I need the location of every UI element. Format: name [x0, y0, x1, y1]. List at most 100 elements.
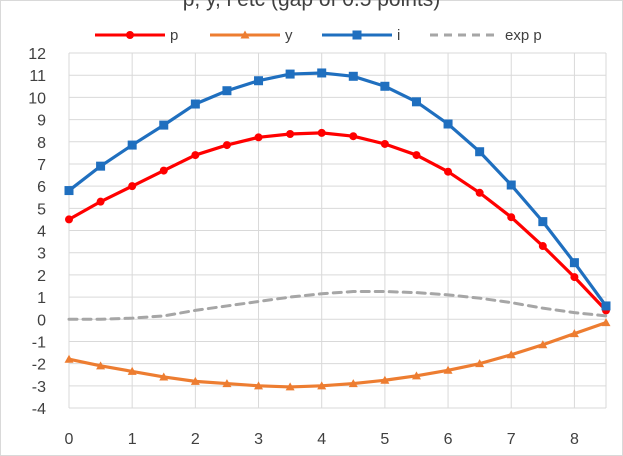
- legend-marker: [126, 31, 134, 39]
- data-point: [475, 147, 485, 157]
- data-point: [412, 151, 421, 160]
- data-point: [506, 180, 516, 190]
- data-point: [538, 242, 547, 251]
- data-point: [96, 197, 105, 206]
- data-point: [65, 215, 73, 224]
- y-tick-label: 11: [29, 68, 46, 85]
- data-point: [96, 361, 106, 370]
- data-point: [254, 381, 264, 390]
- x-tick-label: 4: [317, 431, 326, 448]
- y-tick-label: -1: [32, 334, 46, 351]
- data-point: [348, 379, 358, 388]
- x-axis-tick-labels: 0 1 2 3 4 5 6 7 8: [65, 431, 579, 448]
- data-point: [443, 365, 453, 374]
- data-point: [222, 379, 232, 388]
- series-group: [64, 68, 611, 391]
- data-point: [348, 71, 358, 81]
- legend-label: y: [285, 27, 293, 44]
- legend-item: p: [95, 27, 178, 44]
- data-point: [286, 129, 295, 138]
- data-point: [507, 213, 516, 222]
- data-point: [380, 375, 390, 384]
- legend-item: exp p: [430, 27, 542, 44]
- data-point: [159, 166, 168, 175]
- data-point: [285, 382, 295, 391]
- series-i: [64, 68, 611, 311]
- series-line: [67, 131, 608, 312]
- series-line: [67, 320, 608, 389]
- data-point: [601, 301, 611, 311]
- data-point: [444, 167, 453, 176]
- data-point: [538, 340, 548, 349]
- data-point: [159, 120, 169, 130]
- legend: p y i exp p: [95, 27, 542, 44]
- data-point: [254, 76, 264, 86]
- x-tick-label: 7: [507, 431, 516, 448]
- y-tick-label: -3: [32, 379, 46, 396]
- data-point: [569, 258, 579, 268]
- series-y: [64, 318, 611, 391]
- y-tick-label: 4: [37, 224, 46, 241]
- data-point: [190, 376, 200, 385]
- data-point: [317, 128, 326, 137]
- data-point: [127, 140, 137, 150]
- y-tick-label: 2: [37, 268, 46, 285]
- data-point: [222, 141, 231, 150]
- chart-title: p, y, i etc (gap of 0.5 points): [0, 0, 623, 12]
- data-point: [191, 151, 200, 160]
- y-tick-label: -4: [32, 401, 46, 418]
- data-point: [317, 381, 327, 390]
- data-point: [128, 182, 137, 191]
- data-point: [506, 350, 516, 359]
- y-tick-label: 9: [37, 113, 46, 130]
- legend-label: i: [397, 27, 400, 44]
- data-point: [254, 133, 263, 142]
- data-point: [475, 188, 484, 197]
- y-tick-label: 1: [37, 290, 46, 307]
- data-point: [475, 359, 485, 368]
- data-point: [285, 69, 295, 79]
- data-point: [443, 119, 453, 129]
- data-point: [538, 217, 548, 227]
- x-tick-label: 0: [65, 431, 74, 448]
- y-tick-label: 3: [37, 246, 46, 263]
- data-point: [569, 329, 579, 338]
- y-tick-label: 5: [37, 201, 46, 218]
- data-point: [222, 86, 232, 96]
- series-line: [67, 71, 608, 308]
- data-point: [96, 161, 106, 171]
- y-tick-label: 10: [28, 90, 46, 107]
- data-point: [64, 186, 74, 196]
- y-tick-label: -2: [32, 357, 46, 374]
- data-point: [317, 68, 327, 78]
- data-point: [380, 81, 390, 91]
- data-point: [64, 354, 74, 363]
- x-tick-label: 1: [128, 431, 137, 448]
- data-point: [349, 132, 358, 141]
- y-tick-label: 12: [28, 46, 46, 63]
- y-tick-label: 6: [37, 179, 46, 196]
- legend-marker: [240, 30, 250, 39]
- data-point: [127, 366, 137, 375]
- y-tick-label: 0: [37, 312, 46, 329]
- series-exp-p: [67, 290, 608, 321]
- legend-label: p: [170, 27, 178, 44]
- data-point: [380, 139, 389, 148]
- y-tick-label: 7: [37, 157, 46, 174]
- y-tick-label: 8: [37, 135, 46, 152]
- x-tick-label: 6: [444, 431, 453, 448]
- legend-item: y: [210, 27, 293, 44]
- series-p: [65, 128, 610, 315]
- data-point: [159, 372, 169, 381]
- data-point: [411, 97, 421, 107]
- x-tick-label: 2: [191, 431, 200, 448]
- x-tick-label: 3: [254, 431, 263, 448]
- legend-marker: [352, 30, 362, 40]
- data-point: [570, 273, 579, 282]
- legend-label: exp p: [505, 27, 542, 44]
- gridlines: [68, 52, 607, 409]
- data-point: [411, 371, 421, 380]
